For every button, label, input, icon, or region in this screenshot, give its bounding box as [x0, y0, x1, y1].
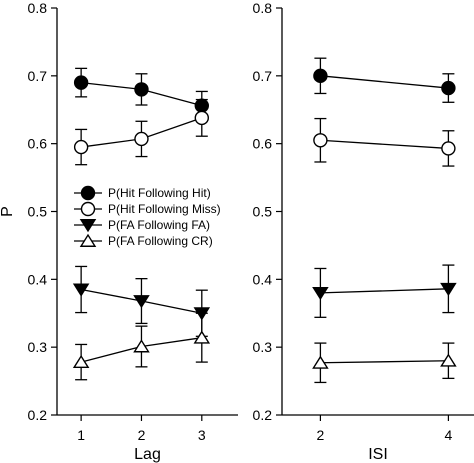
series-2	[312, 264, 457, 318]
data-point	[312, 355, 329, 369]
data-point	[133, 339, 150, 353]
x-axis-title: Lag	[134, 446, 161, 463]
y-tick-label: 0.2	[28, 407, 48, 423]
data-point	[134, 131, 149, 147]
y-tick-label: 0.3	[28, 339, 48, 355]
y-tick-label: 0.5	[28, 204, 48, 220]
data-point	[73, 139, 89, 155]
y-tick-label: 0.6	[253, 136, 273, 152]
y-tick-label: 0.7	[28, 68, 48, 84]
data-point	[313, 68, 328, 84]
legend-label: P(Hit Following Hit)	[108, 186, 211, 200]
data-point	[194, 110, 210, 126]
data-point	[73, 75, 89, 90]
data-point	[313, 133, 328, 148]
x-tick-label: 4	[445, 427, 453, 443]
series-line	[320, 75, 449, 89]
data-point	[134, 82, 149, 97]
series-1	[313, 117, 456, 167]
y-tick-label: 0.4	[253, 271, 273, 287]
legend-marker	[79, 233, 97, 247]
data-point	[312, 286, 329, 301]
legend: P(Hit Following Hit) P(Hit Following Miss…	[74, 185, 221, 248]
series-1	[73, 98, 210, 166]
isi-panel: 0.2 0.3 0.4 0.5 0.6 0.7 0.8 2 4 ISI	[253, 0, 474, 463]
y-axis-title: P	[0, 206, 16, 217]
data-point	[72, 283, 90, 297]
x-tick-label: 2	[138, 427, 146, 443]
legend-label: P(FA Following FA)	[108, 218, 210, 232]
y-tick-label: 0.8	[253, 0, 273, 16]
legend-marker	[80, 201, 96, 217]
data-point	[193, 330, 211, 344]
data-point	[441, 141, 456, 156]
series-0	[73, 67, 210, 121]
series-line	[320, 139, 449, 150]
legend-marker	[79, 219, 97, 233]
data-point	[72, 354, 90, 369]
series-0	[313, 57, 456, 103]
data-point	[440, 282, 457, 297]
lag-panel: 0.2 0.3 0.4 0.5 0.6 0.7 0.8 1 2 3 Lag P	[0, 0, 238, 463]
data-point	[441, 80, 456, 96]
x-tick-label: 1	[77, 427, 85, 443]
legend-label: P(Hit Following Miss)	[108, 202, 221, 216]
y-tick-label: 0.2	[253, 407, 273, 423]
series-3	[72, 312, 211, 381]
y-tick-label: 0.7	[253, 68, 273, 84]
x-tick-label: 2	[317, 427, 325, 443]
x-tick-label: 3	[198, 427, 206, 443]
y-tick-label: 0.6	[28, 136, 48, 152]
series-line	[320, 360, 449, 364]
y-tick-label: 0.3	[253, 339, 273, 355]
legend-label: P(FA Following CR)	[108, 234, 213, 248]
series-line	[320, 288, 449, 294]
legend-marker	[80, 185, 96, 201]
y-tick-label: 0.8	[28, 0, 48, 16]
data-point	[133, 295, 150, 309]
y-tick-label: 0.5	[253, 204, 273, 220]
data-point	[440, 353, 457, 367]
y-tick-label: 0.4	[28, 271, 48, 287]
x-axis-title: ISI	[368, 446, 388, 463]
series-3	[312, 342, 457, 384]
series-2	[72, 265, 211, 337]
